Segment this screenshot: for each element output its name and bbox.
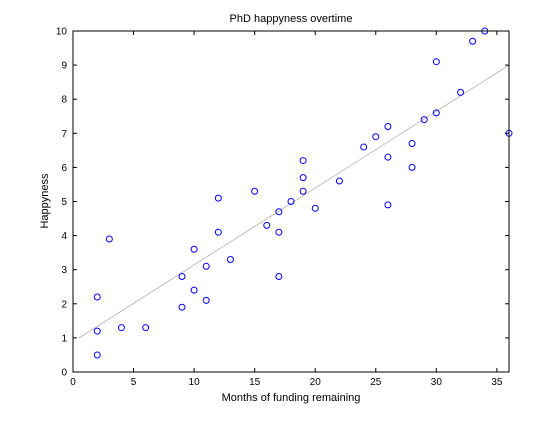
data-point bbox=[105, 235, 113, 243]
data-point bbox=[287, 198, 295, 205]
x-tick-label: 10 bbox=[189, 377, 201, 388]
data-point bbox=[275, 208, 283, 216]
x-tick-label: 5 bbox=[131, 377, 137, 388]
y-tick-label: 10 bbox=[56, 27, 68, 38]
data-point bbox=[275, 273, 283, 281]
axes-layer: 0 5 10 15 20 25 30 35 0 1 2 3 4 5 6 7 8 9 10 bbox=[56, 27, 510, 388]
data-point bbox=[178, 303, 186, 311]
data-point bbox=[93, 351, 101, 359]
x-tick-label: 35 bbox=[491, 377, 503, 388]
data-point bbox=[432, 58, 440, 66]
y-tick-label: 1 bbox=[61, 333, 67, 344]
data-point bbox=[420, 116, 428, 124]
y-tick-label: 7 bbox=[61, 129, 67, 140]
data-point bbox=[335, 177, 343, 185]
data-point bbox=[275, 228, 283, 236]
points-layer bbox=[93, 27, 513, 359]
plot-area bbox=[73, 31, 509, 372]
y-tick-label: 3 bbox=[61, 265, 67, 276]
x-tick-label: 15 bbox=[249, 377, 261, 388]
data-point bbox=[384, 153, 392, 161]
x-tick-label: 25 bbox=[370, 377, 382, 388]
y-tick-label: 4 bbox=[61, 231, 67, 242]
data-point bbox=[408, 140, 416, 148]
y-tick-label: 2 bbox=[61, 299, 67, 310]
x-axis-label: Months of funding remaining bbox=[222, 392, 361, 404]
y-tick-label: 6 bbox=[61, 163, 67, 174]
data-point bbox=[190, 286, 198, 294]
y-tick-label: 8 bbox=[61, 95, 67, 106]
x-tick-label: 0 bbox=[70, 377, 76, 388]
x-tick-label: 30 bbox=[431, 377, 443, 388]
data-point bbox=[93, 293, 101, 301]
data-point bbox=[311, 204, 319, 212]
chart-title: PhD happyness overtime bbox=[230, 13, 353, 25]
data-point bbox=[457, 88, 465, 96]
y-tick-label: 9 bbox=[61, 61, 67, 72]
data-point bbox=[372, 133, 380, 141]
y-axis-label: Happyness bbox=[39, 173, 51, 229]
data-point bbox=[432, 109, 440, 117]
data-point bbox=[263, 221, 271, 229]
y-tick-label: 5 bbox=[61, 197, 67, 208]
y-tick-label: 0 bbox=[61, 368, 67, 379]
data-point bbox=[384, 201, 392, 209]
data-point bbox=[214, 228, 222, 236]
x-tick-label: 20 bbox=[310, 377, 322, 388]
data-point bbox=[384, 122, 392, 130]
data-point bbox=[178, 273, 186, 281]
data-point bbox=[469, 37, 477, 45]
data-point bbox=[299, 174, 307, 182]
data-point bbox=[226, 255, 234, 263]
data-point bbox=[142, 324, 150, 332]
data-point bbox=[299, 187, 307, 195]
data-point bbox=[251, 187, 259, 195]
data-point bbox=[299, 157, 307, 165]
data-point bbox=[93, 327, 101, 335]
data-point bbox=[360, 143, 368, 151]
data-point bbox=[202, 296, 210, 304]
data-point bbox=[214, 194, 222, 202]
data-point bbox=[408, 163, 416, 171]
data-point bbox=[202, 262, 210, 270]
data-point bbox=[190, 245, 198, 253]
data-point bbox=[117, 324, 125, 332]
